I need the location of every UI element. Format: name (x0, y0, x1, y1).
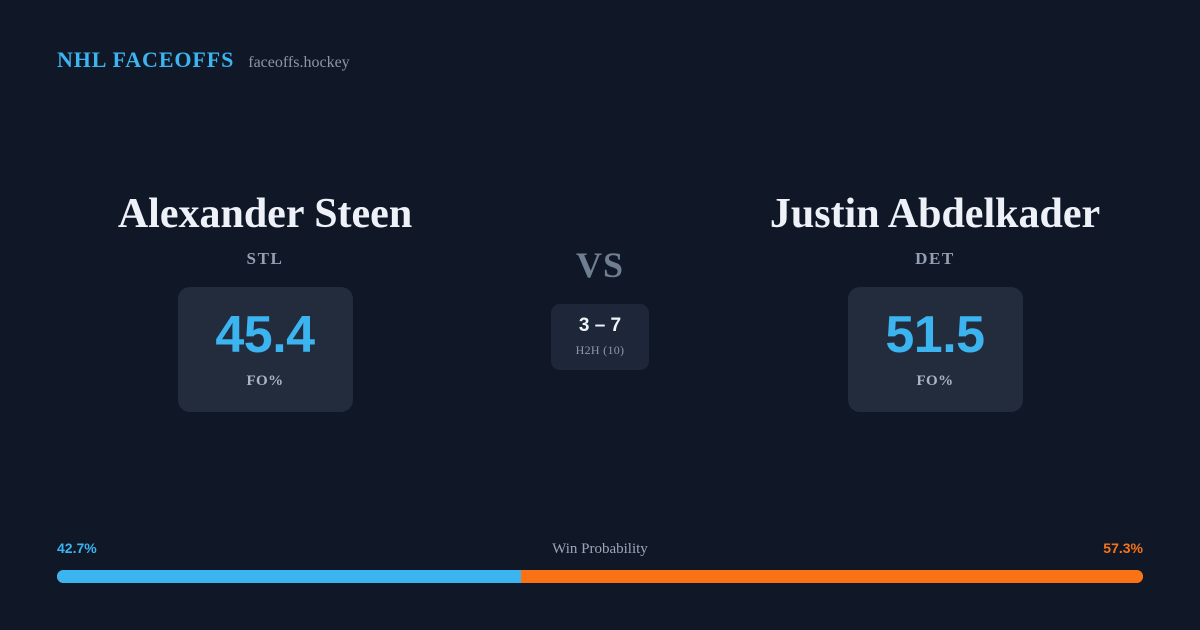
player-card-home: Alexander Steen STL 45.4 FO% (30, 190, 500, 412)
head-to-head-label: H2H (10) (575, 343, 625, 357)
brand-title: NHL FACEOFFS (57, 47, 235, 72)
win-probability-left-value: 42.7% (57, 540, 97, 556)
win-probability-bar (57, 570, 1143, 583)
player-name-away: Justin Abdelkader (769, 191, 1101, 237)
versus-block: VS 3 – 7 H2H (10) (500, 190, 700, 370)
win-probability-bar-left (57, 570, 521, 583)
faceoff-percentage-home: 45.4 (215, 305, 315, 364)
win-probability-right-value: 57.3% (1103, 540, 1143, 556)
stat-card-home: 45.4 FO% (177, 286, 353, 412)
player-team-away: DET (915, 248, 955, 268)
player-team-home: STL (246, 248, 284, 268)
head-to-head-record: 3 – 7 (578, 315, 622, 336)
brand-domain: faceoffs.hockey (248, 54, 350, 71)
win-probability-section: 42.7% Win Probability 57.3% (57, 540, 1143, 583)
player-card-away: Justin Abdelkader DET 51.5 FO% (700, 190, 1170, 412)
win-probability-title: Win Probability (552, 541, 648, 557)
site-header: NHL FACEOFFS faceoffs.hockey (57, 47, 350, 73)
faceoff-percentage-away: 51.5 (885, 305, 985, 364)
player-name-home: Alexander Steen (117, 191, 413, 237)
stat-card-away: 51.5 FO% (847, 286, 1023, 412)
head-to-head-chip: 3 – 7 H2H (10) (551, 304, 649, 370)
stat-label-away: FO% (916, 372, 954, 389)
win-probability-labels: 42.7% Win Probability 57.3% (57, 540, 1143, 560)
matchup-section: Alexander Steen STL 45.4 FO% VS 3 – 7 H2… (0, 190, 1200, 412)
win-probability-bar-right (520, 570, 1143, 583)
stat-label-home: FO% (246, 372, 284, 389)
vs-label: VS (575, 245, 625, 285)
